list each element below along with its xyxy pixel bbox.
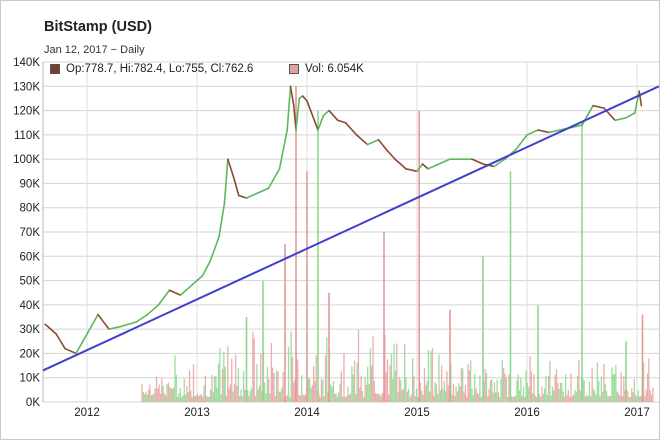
price-line-segment (267, 168, 281, 190)
ohlc-legend-text: Op:778.7, Hi:782.4, Lo:755, Cl:762.6 (66, 63, 254, 75)
price-line-segment (377, 138, 388, 151)
price-line-segment (119, 321, 138, 328)
x-tick-label: 2013 (184, 407, 210, 419)
price-line-segment (146, 304, 160, 316)
price-line-segment (548, 129, 561, 134)
x-tick-label: 2017 (624, 407, 650, 419)
price-line-segment (385, 148, 396, 160)
price-line-segment (515, 134, 528, 151)
trend-line (42, 85, 659, 372)
price-line-segment (64, 347, 77, 355)
price-line-segment (586, 104, 594, 117)
price-line-segment (328, 109, 339, 122)
price-line-segment (289, 85, 295, 107)
price-line-segment (232, 175, 240, 197)
price-line-segment (592, 104, 605, 109)
y-tick-label: 40K (20, 300, 41, 312)
price-line-segment (218, 202, 226, 238)
price-line-segment (317, 114, 325, 131)
price-line-segment (421, 163, 429, 170)
ohlc-legend: Op:778.7, Hi:782.4, Lo:755, Cl:762.6 (50, 63, 253, 75)
price-line-segment (322, 109, 330, 117)
y-tick-label: 50K (20, 276, 41, 288)
price-line-segment (75, 333, 88, 355)
grid-lines (42, 61, 659, 403)
y-tick-label: 10K (20, 373, 41, 385)
price-line-segment (336, 119, 347, 124)
price-line-segment (245, 192, 259, 199)
y-tick-label: 140K (13, 57, 40, 69)
y-tick-label: 100K (13, 154, 40, 166)
price-line-segment (201, 260, 211, 277)
price-line-segment (301, 95, 308, 102)
price-line-segment (526, 129, 539, 136)
x-axis: 2012 2013 2014 2015 2016 2017 (74, 407, 650, 419)
price-line-segment (405, 168, 418, 173)
price-line-segment (97, 313, 110, 330)
price-line-segment (394, 158, 407, 170)
chart-subtitle: Jan 12, 2017 − Daily (44, 44, 145, 56)
volume-swatch (289, 64, 299, 74)
price-line-segment (638, 90, 643, 107)
y-tick-label: 60K (20, 251, 41, 263)
price-line-segment (366, 138, 380, 146)
price-line-segment (344, 121, 358, 136)
y-tick-label: 110K (14, 130, 40, 142)
y-tick-label: 130K (13, 81, 40, 93)
x-tick-label: 2015 (404, 407, 430, 419)
x-tick-label: 2016 (514, 407, 540, 419)
price-line-segment (55, 333, 66, 350)
price-line-segment (438, 158, 451, 165)
ohlc-swatch (50, 64, 60, 74)
series-lines (42, 85, 659, 372)
y-tick-label: 70K (20, 227, 41, 239)
price-line-segment (614, 117, 627, 122)
price-line-segment (471, 158, 484, 165)
price-line-segment (493, 158, 506, 168)
price-line-segment (286, 85, 292, 131)
volume-bars (141, 86, 654, 402)
price-line-segment (537, 129, 550, 134)
x-tick-label: 2014 (294, 407, 320, 419)
price-line-segment (625, 112, 636, 119)
y-tick-label: 20K (20, 348, 41, 360)
x-tick-label: 2012 (74, 407, 100, 419)
volume-legend: Vol: 6.054K (289, 63, 364, 75)
price-line-segment (179, 284, 193, 296)
price-line-segment (190, 274, 204, 287)
price-line-segment (570, 124, 583, 129)
price-line-segment (168, 289, 182, 296)
price-line-segment (311, 114, 319, 131)
price-line-segment (238, 194, 248, 199)
price-line-segment (278, 129, 289, 170)
price-line-segment (227, 158, 235, 177)
price-line-segment (355, 134, 369, 146)
price-line-segment (157, 289, 171, 306)
chart-title: BitStamp (USD) (44, 19, 152, 35)
y-tick-label: 30K (20, 324, 41, 336)
price-line-segment (135, 313, 149, 323)
price-line-segment (86, 313, 99, 335)
y-tick-label: 0K (26, 397, 40, 409)
price-line-segment (295, 97, 301, 131)
price-line-segment (427, 163, 440, 170)
y-tick-label: 80K (20, 203, 41, 215)
price-line-segment (108, 325, 121, 330)
price-line-segment (209, 236, 220, 262)
price-line-segment (256, 187, 270, 194)
volume-legend-text: Vol: 6.054K (305, 63, 364, 75)
y-tick-label: 90K (20, 178, 41, 190)
price-line-segment (223, 158, 229, 204)
price-line-segment (44, 323, 58, 335)
price-line-segment (306, 100, 314, 117)
price-line-segment (416, 163, 424, 173)
y-axis: 0K 10K 20K 30K 40K 50K 60K 70K 80K 90K 100K 110K 120… (13, 57, 40, 409)
y-tick-label: 120K (13, 106, 40, 118)
